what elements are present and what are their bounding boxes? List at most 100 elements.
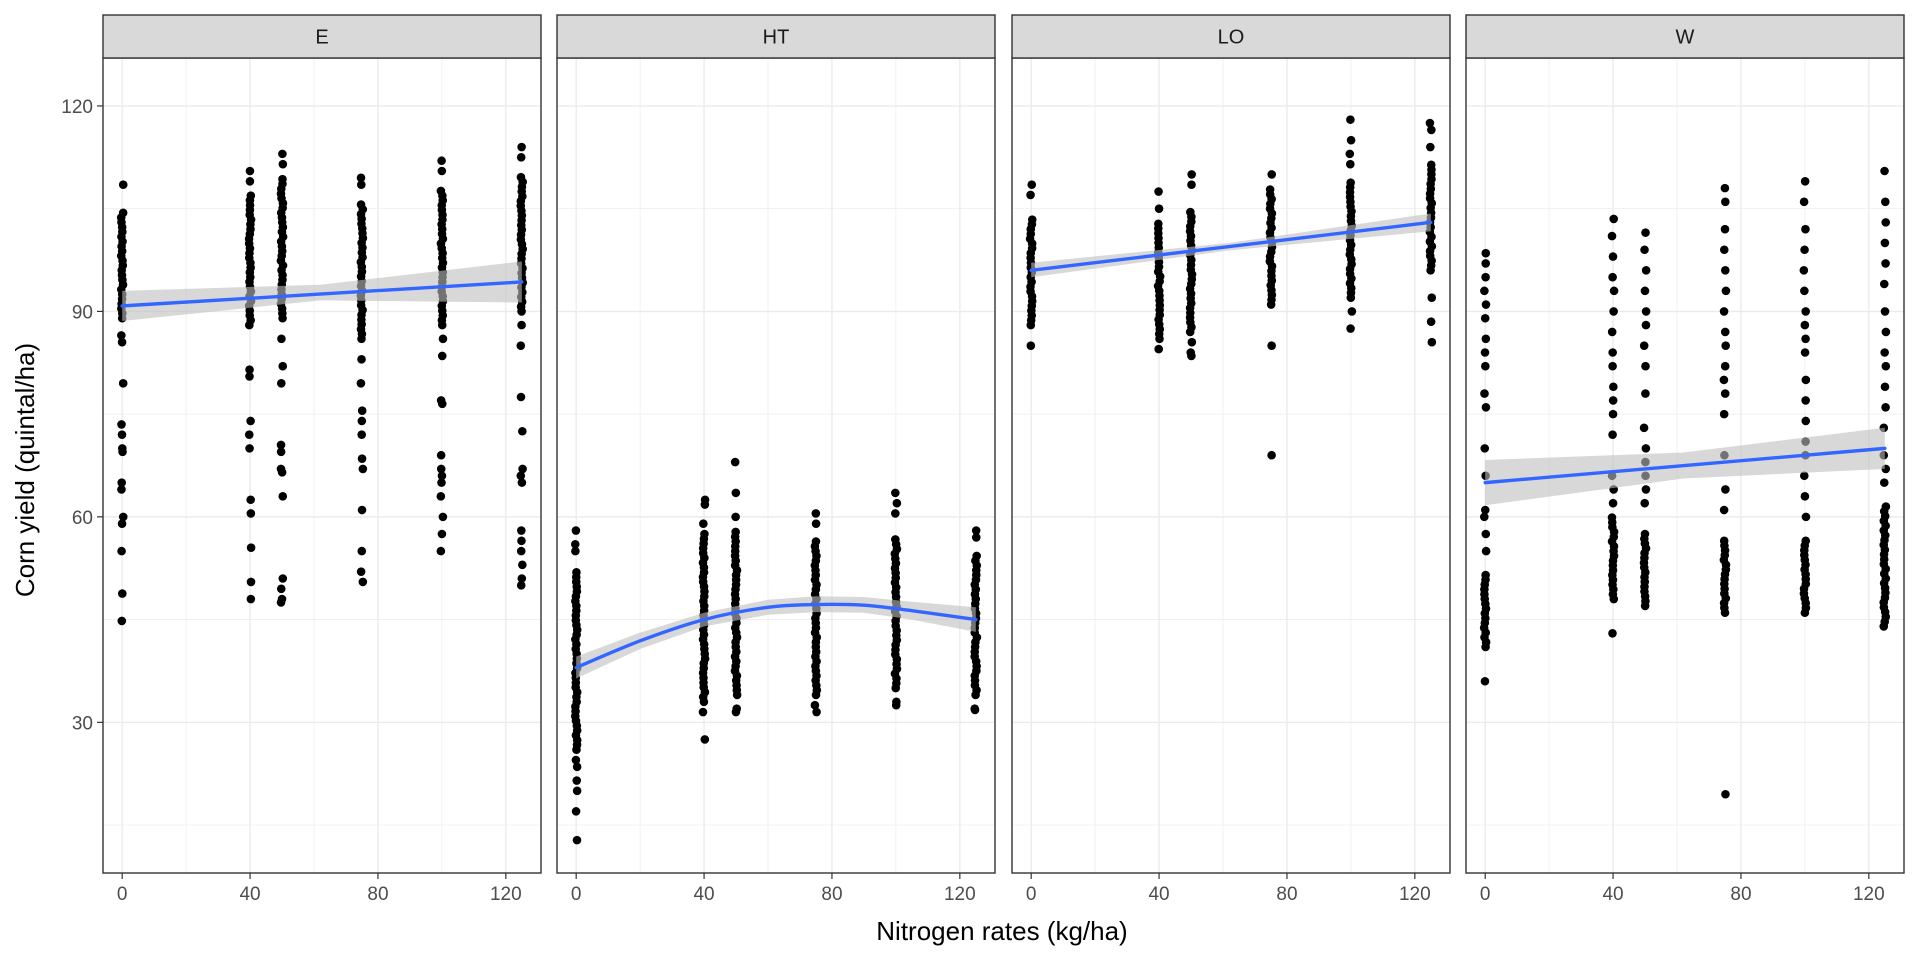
data-point <box>1880 238 1890 248</box>
data-point <box>1879 478 1889 487</box>
data-point <box>437 351 447 361</box>
x-tick-label: 120 <box>1853 884 1885 905</box>
data-point <box>278 574 288 583</box>
data-point <box>117 420 126 429</box>
data-point <box>811 519 821 529</box>
data-point <box>1480 313 1490 323</box>
data-point <box>517 574 527 583</box>
data-point <box>356 379 366 388</box>
data-point <box>811 537 821 546</box>
data-point <box>1719 536 1729 546</box>
data-point <box>731 707 741 717</box>
panel-background <box>1012 58 1450 873</box>
x-tick-label: 120 <box>1399 884 1431 905</box>
points <box>1479 166 1891 799</box>
x-tick-label: 80 <box>367 884 388 905</box>
data-point <box>1881 502 1891 511</box>
data-point <box>1881 218 1891 227</box>
data-point <box>1481 402 1491 412</box>
data-point <box>117 485 126 494</box>
facet-strip <box>102 14 542 59</box>
data-point <box>571 546 580 556</box>
data-point <box>1481 248 1491 258</box>
data-point <box>700 500 710 509</box>
data-point <box>1719 409 1729 419</box>
data-point <box>971 526 981 535</box>
data-point <box>1801 224 1810 234</box>
data-point <box>572 762 582 772</box>
data-point <box>1881 361 1891 371</box>
data-point <box>1480 389 1489 398</box>
data-point <box>1641 228 1650 237</box>
data-point <box>1426 317 1436 326</box>
x-tick-label: 80 <box>821 884 842 905</box>
data-point <box>516 172 526 182</box>
data-point <box>278 492 288 501</box>
data-point <box>572 835 582 845</box>
panel-background <box>557 58 995 873</box>
data-point <box>437 471 447 481</box>
data-point <box>1720 266 1730 275</box>
data-point <box>356 567 366 576</box>
facet-strip-label: HT <box>763 27 790 49</box>
data-point <box>118 180 128 189</box>
data-point <box>1881 327 1891 337</box>
data-point <box>437 166 447 176</box>
data-point <box>516 581 526 590</box>
data-point <box>245 166 255 176</box>
data-point <box>245 444 254 453</box>
data-point <box>356 200 366 209</box>
data-point <box>1609 307 1618 316</box>
data-point <box>1481 529 1491 539</box>
data-point <box>277 379 286 388</box>
facet-strip-label: LO <box>1218 27 1245 49</box>
data-point <box>357 454 367 463</box>
data-point <box>1608 348 1617 357</box>
data-point <box>1721 789 1730 799</box>
data-point <box>1608 396 1618 405</box>
data-point <box>1481 546 1491 556</box>
data-point <box>246 416 255 426</box>
data-point <box>1427 125 1436 135</box>
x-tick-label: 80 <box>1276 884 1297 905</box>
data-point <box>1639 341 1649 350</box>
data-point <box>810 700 820 710</box>
data-point <box>1027 215 1037 224</box>
data-point <box>1801 416 1811 426</box>
data-point <box>518 560 527 570</box>
data-point <box>1154 204 1164 213</box>
data-point <box>1880 166 1889 176</box>
facet-strip-label: W <box>1676 27 1695 49</box>
x-axis-title: Nitrogen rates (kg/ha) <box>876 916 1127 946</box>
data-point <box>437 399 447 409</box>
data-point <box>1720 327 1730 337</box>
data-point <box>1608 361 1617 371</box>
y-tick-label: 90 <box>72 302 93 323</box>
data-point <box>1641 444 1651 453</box>
data-point <box>436 492 446 501</box>
facet-w: W 0 40 80 120 <box>1465 14 1905 905</box>
data-point <box>436 464 446 474</box>
data-point <box>1641 307 1651 316</box>
data-point <box>277 334 286 344</box>
facet-lo: LO 0 40 80 120 <box>1011 14 1451 905</box>
data-point <box>971 533 981 542</box>
data-point <box>356 180 366 189</box>
data-point <box>516 341 526 350</box>
data-point <box>516 392 526 402</box>
data-point <box>1187 170 1196 179</box>
panel-background <box>103 58 541 873</box>
data-point <box>436 186 446 196</box>
facet-strip <box>1011 14 1451 59</box>
x-tick-label: 40 <box>1148 884 1169 905</box>
data-point <box>972 551 981 561</box>
data-point <box>1480 512 1489 522</box>
data-point <box>1609 286 1619 296</box>
data-point <box>245 176 255 186</box>
facet-strip-label: E <box>315 27 328 49</box>
data-point <box>1720 183 1730 193</box>
data-point <box>517 526 526 535</box>
data-point <box>246 543 256 552</box>
data-point <box>1800 348 1810 357</box>
data-point <box>1800 176 1810 186</box>
